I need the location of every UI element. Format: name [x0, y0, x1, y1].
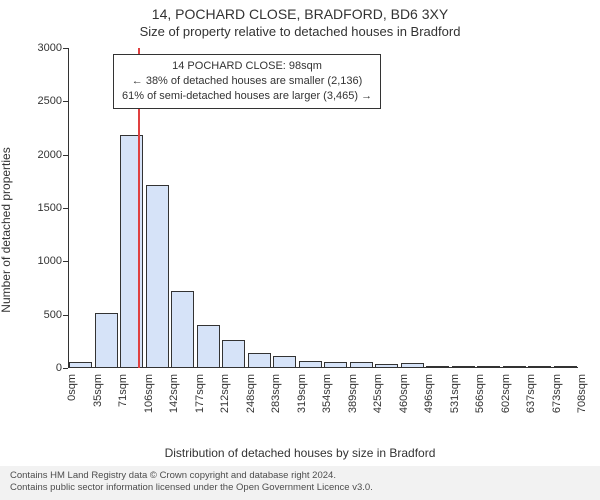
y-tick-mark [63, 208, 68, 209]
annotation-line: ← 38% of detached houses are smaller (2,… [122, 74, 372, 89]
x-tick-label: 106sqm [143, 335, 155, 374]
x-tick-label: 319sqm [296, 335, 308, 374]
x-tick-label: 354sqm [321, 335, 333, 374]
y-tick-mark [63, 101, 68, 102]
y-tick-label: 1000 [22, 255, 68, 267]
x-tick-label: 142sqm [168, 335, 180, 374]
annotation-line: 61% of semi-detached houses are larger (… [122, 89, 372, 104]
x-tick-label: 389sqm [347, 335, 359, 374]
x-tick-label: 708sqm [576, 335, 588, 374]
y-tick-mark [63, 315, 68, 316]
x-tick-label: 460sqm [398, 335, 410, 374]
histogram-bar [120, 135, 143, 368]
x-tick-label: 673sqm [551, 335, 563, 374]
y-tick-label: 2500 [22, 95, 68, 107]
x-tick-label: 0sqm [66, 347, 78, 374]
x-tick-label: 602sqm [500, 335, 512, 374]
x-tick-label: 177sqm [194, 335, 206, 374]
y-tick-label: 0 [22, 362, 68, 374]
x-tick-label: 566sqm [474, 335, 486, 374]
y-axis-label: Number of detached properties [0, 147, 13, 312]
y-tick-label: 500 [22, 309, 68, 321]
x-tick-label: 637sqm [525, 335, 537, 374]
y-tick-mark [63, 48, 68, 49]
x-tick-label: 248sqm [245, 335, 257, 374]
y-tick-mark [63, 155, 68, 156]
y-tick-label: 1500 [22, 202, 68, 214]
y-axis-line [68, 48, 69, 368]
title-sub: Size of property relative to detached ho… [0, 24, 600, 39]
footer-line-2: Contains public sector information licen… [10, 482, 590, 494]
x-tick-label: 425sqm [372, 335, 384, 374]
x-tick-label: 283sqm [270, 335, 282, 374]
annotation-line: 14 POCHARD CLOSE: 98sqm [122, 59, 372, 74]
y-tick-label: 3000 [22, 42, 68, 54]
x-tick-label: 212sqm [219, 335, 231, 374]
figure-container: 14, POCHARD CLOSE, BRADFORD, BD6 3XY Siz… [0, 0, 600, 500]
x-tick-label: 496sqm [423, 335, 435, 374]
annotation-box: 14 POCHARD CLOSE: 98sqm← 38% of detached… [113, 54, 381, 109]
title-main: 14, POCHARD CLOSE, BRADFORD, BD6 3XY [0, 6, 600, 22]
x-tick-label: 35sqm [92, 341, 104, 374]
x-tick-label: 71sqm [117, 341, 129, 374]
footer-line-1: Contains HM Land Registry data © Crown c… [10, 470, 590, 482]
y-tick-mark [63, 261, 68, 262]
plot-area: 0500100015002000250030000sqm35sqm71sqm10… [68, 48, 578, 368]
x-axis-label: Distribution of detached houses by size … [0, 446, 600, 460]
x-tick-label: 531sqm [449, 335, 461, 374]
footer: Contains HM Land Registry data © Crown c… [0, 466, 600, 500]
y-tick-label: 2000 [22, 149, 68, 161]
